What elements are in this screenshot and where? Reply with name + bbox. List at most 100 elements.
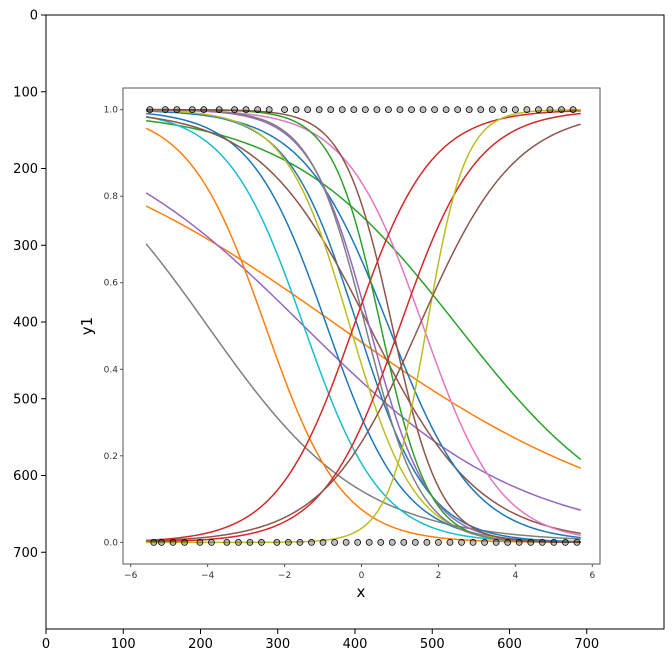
x-tick-label: −4 (201, 571, 215, 581)
outer-y-tick-label: 600 (13, 469, 38, 484)
data-point-y1 (231, 106, 238, 114)
series-line-16 (146, 110, 581, 542)
data-point-y0 (527, 538, 535, 546)
data-point-y0 (458, 538, 465, 546)
data-point-y1 (242, 106, 250, 114)
y-tick-label: 0.8 (104, 192, 119, 202)
data-point-y1 (281, 106, 288, 114)
x-tick-label: 4 (513, 571, 519, 581)
y-tick-label: 0.6 (104, 279, 119, 289)
data-point-y1 (488, 106, 496, 114)
outer-x-tick-label: 600 (497, 637, 522, 652)
data-point-y1 (408, 106, 415, 114)
data-point-y0 (481, 538, 488, 546)
data-point-y1 (361, 106, 369, 114)
series-line-3 (145, 243, 581, 540)
data-point-y0 (273, 538, 281, 546)
data-point-y1 (327, 106, 335, 114)
data-point-y1 (265, 106, 273, 114)
data-point-y0 (235, 538, 242, 546)
y-tick-label: 0.2 (104, 452, 118, 462)
outer-y-tick-label: 500 (13, 392, 38, 407)
data-point-y1 (188, 106, 196, 114)
data-point-y1 (146, 106, 154, 114)
data-point-y1 (500, 106, 508, 114)
data-point-y0 (538, 538, 546, 546)
data-point-y1 (385, 106, 392, 114)
series-line-17 (146, 112, 581, 543)
y-tick-label: 0.4 (104, 365, 119, 375)
x-tick-label: 0 (359, 571, 365, 581)
data-point-y1 (465, 106, 473, 114)
y-tick-label: 0.0 (104, 538, 119, 548)
data-point-y0 (377, 538, 385, 546)
data-point-y0 (342, 538, 350, 546)
data-point-y0 (446, 538, 454, 546)
series-line-9 (146, 110, 581, 539)
outer-y-tick-label: 0 (30, 9, 38, 24)
data-point-y0 (331, 538, 338, 546)
data-point-y0 (308, 538, 315, 546)
x-tick-label: −2 (278, 571, 291, 581)
data-point-y0 (573, 538, 581, 546)
data-point-y1 (304, 106, 312, 114)
x-tick-label: 2 (436, 571, 442, 581)
data-point-y1 (315, 106, 323, 114)
data-point-y1 (523, 106, 531, 114)
series-line-19 (146, 123, 581, 542)
data-point-y1 (215, 106, 223, 114)
data-point-y1 (292, 106, 300, 114)
data-point-y1 (396, 106, 404, 114)
data-point-y1 (558, 106, 565, 114)
data-point-y1 (535, 106, 542, 114)
data-point-y1 (338, 106, 346, 114)
data-point-y1 (511, 106, 519, 114)
outer-ticks: 0 100 200 300 400 500 600 700010020030040050060… (13, 9, 599, 653)
data-point-y1 (569, 106, 577, 114)
outer-y-tick-label: 700 (13, 546, 38, 561)
series-line-15 (146, 108, 581, 543)
data-point-y0 (423, 538, 431, 546)
data-point-y0 (208, 538, 215, 546)
data-point-y1 (254, 106, 262, 114)
outer-x-tick-label: 700 (574, 637, 599, 652)
data-point-y0 (354, 538, 362, 546)
data-point-y0 (196, 538, 204, 546)
data-point-y1 (373, 106, 381, 114)
outer-x-tick-label: 0 (42, 637, 50, 652)
data-point-y0 (258, 538, 265, 546)
data-point-y0 (388, 538, 396, 546)
data-point-y1 (161, 106, 169, 114)
data-point-y0 (515, 538, 523, 546)
outer-x-tick-label: 400 (343, 637, 368, 652)
y-axis-label: y1 (78, 317, 96, 335)
y-tick-label: 1.0 (104, 106, 119, 116)
data-point-y0 (561, 538, 569, 546)
series-line-18 (146, 109, 581, 544)
data-point-y0 (181, 538, 188, 546)
data-points (146, 106, 581, 546)
outer-x-tick-label: 100 (111, 637, 136, 652)
data-point-y0 (492, 538, 500, 546)
outer-y-tick-label: 100 (13, 85, 38, 100)
data-point-y0 (365, 538, 373, 546)
data-point-y0 (400, 538, 408, 546)
data-point-y1 (350, 106, 358, 114)
data-point-y0 (296, 538, 304, 546)
data-point-y0 (411, 538, 419, 546)
x-axis-label: x (357, 583, 366, 601)
inner-ticks: −6 −4 −2 0 2 4 6 0.0 0.2 0.4 0.6 0.8 1.0 (104, 106, 596, 581)
data-point-y0 (469, 538, 477, 546)
series-line-8 (145, 116, 581, 535)
data-point-y1 (200, 106, 208, 114)
outer-x-tick-label: 300 (265, 637, 290, 652)
data-point-y0 (285, 538, 292, 546)
data-point-y0 (150, 538, 158, 546)
outer-y-tick-label: 200 (13, 162, 38, 177)
data-point-y1 (477, 106, 485, 114)
data-point-y1 (173, 106, 181, 114)
data-point-y0 (319, 538, 327, 546)
data-point-y0 (550, 538, 558, 546)
data-point-y1 (419, 106, 427, 114)
